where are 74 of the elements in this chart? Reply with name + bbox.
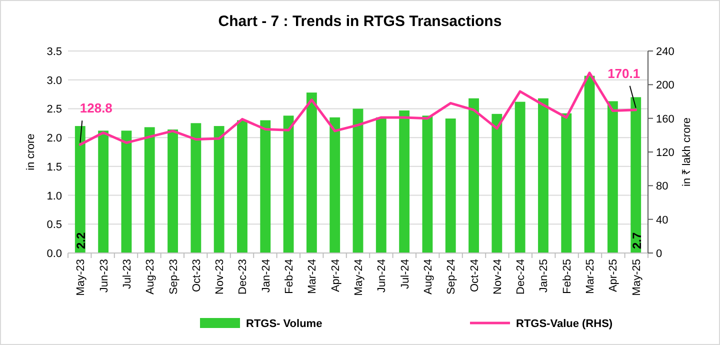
y-tick-label: 3.0 (46, 74, 62, 87)
y-tick-label: 2.5 (46, 104, 62, 116)
x-tick-label: Apr-24 (330, 259, 342, 292)
bar (190, 123, 202, 253)
x-tick-label: Mar-24 (306, 259, 319, 294)
x-tick-label: Mar-25 (584, 259, 597, 294)
x-tick-label: Jun-23 (98, 259, 110, 293)
x-tick-label: Aug-24 (422, 259, 434, 294)
x-tick-label: Dec-24 (515, 259, 528, 294)
bar (74, 126, 86, 253)
chart-title: Chart - 7 : Trends in RTGS Transactions (218, 13, 502, 30)
bar (168, 129, 178, 253)
data-label: 2.7 (630, 232, 644, 249)
y2-tick-label: 40 (656, 214, 668, 226)
bar (306, 92, 317, 253)
y2-tick-label: 160 (656, 113, 674, 126)
x-tick-label: Jan-25 (538, 259, 550, 293)
bar (214, 126, 224, 253)
bar (445, 118, 456, 253)
y-axis-title: in crore (25, 134, 37, 170)
x-tick-label: Feb-24 (284, 259, 296, 294)
data-label: 128.8 (80, 100, 112, 116)
y-tick-label: 1.5 (46, 161, 62, 174)
bar (121, 130, 132, 253)
x-tick-label: Sep-24 (446, 259, 458, 294)
x-tick-label: Oct-24 (468, 259, 481, 292)
x-tick-label: Jan-24 (260, 259, 272, 293)
bar (260, 120, 271, 253)
x-tick-label: Jun-24 (376, 259, 388, 293)
x-tick-label: Feb-25 (561, 259, 574, 294)
x-tick-label: Apr-25 (608, 259, 620, 292)
bar (98, 130, 109, 253)
legend-label: RTGS-Value (RHS) (516, 318, 613, 330)
y-tick-label: 0.5 (46, 219, 62, 232)
bar (584, 76, 595, 253)
y-tick-label: 1.0 (46, 190, 62, 202)
x-tick-label: May-23 (75, 259, 88, 296)
bar (607, 101, 618, 253)
bar (492, 114, 502, 253)
bar (514, 102, 526, 253)
y-tick-label: 0.0 (46, 248, 62, 260)
data-label: 170.1 (608, 66, 640, 81)
x-tick-label: Jul-23 (121, 259, 134, 289)
bar (352, 108, 364, 253)
bar (468, 98, 479, 253)
x-tick-label: Nov-23 (214, 259, 226, 294)
data-label: 2.2 (74, 232, 88, 249)
x-tick-label: Oct-23 (190, 259, 203, 292)
x-tick-label: May-24 (353, 259, 365, 296)
bar (144, 127, 155, 253)
x-tick-label: Aug-23 (144, 259, 157, 294)
y2-axis-title: in ₹ lakh crore (681, 118, 693, 186)
bar (283, 116, 294, 253)
y2-tick-label: 80 (656, 180, 668, 193)
x-tick-label: Nov-24 (492, 259, 504, 294)
bar (330, 117, 340, 253)
x-tick-label: Sep-23 (168, 259, 180, 294)
bar (561, 113, 572, 253)
x-tick-label: Dec-23 (237, 259, 250, 294)
y2-tick-label: 200 (656, 80, 674, 92)
x-tick-label: May-25 (630, 259, 643, 296)
y2-tick-label: 240 (656, 46, 674, 58)
bar (630, 97, 642, 253)
bar (237, 120, 248, 253)
x-tick-label: Jul-24 (399, 259, 412, 289)
y2-tick-label: 0 (656, 248, 662, 260)
bar (422, 116, 433, 253)
y-tick-label: 2.0 (46, 132, 62, 145)
bar (376, 117, 386, 253)
legend-label: RTGS- Volume (246, 318, 322, 330)
bar (538, 98, 548, 253)
y-tick-label: 3.5 (46, 46, 62, 58)
bar (399, 110, 410, 253)
y2-tick-label: 120 (656, 147, 674, 159)
